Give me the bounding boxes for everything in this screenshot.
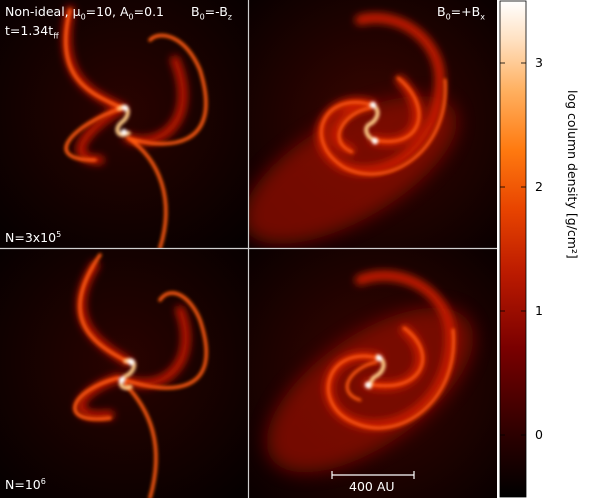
params-label: Non-ideal, μ0=10, A0=0.1 xyxy=(5,4,164,22)
resolution-label-top: N=3x105 xyxy=(5,230,62,246)
field-label-right: B0=+Bx xyxy=(437,4,485,22)
resolution-label-bottom: N=106 xyxy=(5,477,46,493)
colorbar-tick-label: 3 xyxy=(535,55,543,70)
time-label: t=1.34tff xyxy=(5,23,59,41)
panel-top-left xyxy=(0,0,248,248)
colorbar-tick-label: 2 xyxy=(535,179,543,194)
scale-bar-label: 400 AU xyxy=(349,479,395,494)
colorbar-tick-label: 0 xyxy=(535,427,543,442)
colorbar xyxy=(499,0,527,498)
colorbar-label: log column density [g/cm²] xyxy=(565,90,580,259)
scale-bar xyxy=(331,471,415,479)
panel-bottom-right xyxy=(249,249,497,498)
field-label-left: B0=-Bz xyxy=(191,4,232,22)
panel-top-right xyxy=(249,0,497,248)
panel-bottom-left xyxy=(0,249,248,498)
colorbar-tick-label: 1 xyxy=(535,303,543,318)
